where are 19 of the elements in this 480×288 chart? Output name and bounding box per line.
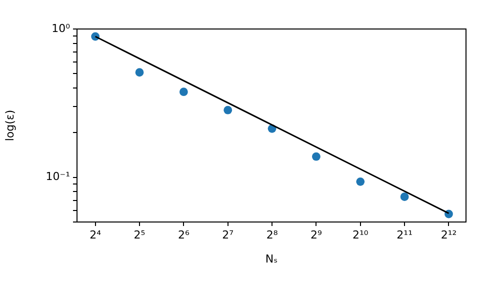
y-tick-label: 10⁰ [52, 22, 71, 35]
point [312, 152, 320, 161]
point [400, 192, 409, 201]
point [224, 106, 232, 114]
x-tick-label: 2¹¹ [396, 228, 412, 242]
x-tick-label: 2⁷ [222, 228, 234, 242]
x-axis-title: Nₛ [265, 252, 278, 266]
x-tick-label: 2⁶ [178, 228, 190, 242]
x-tick-label: 2¹² [440, 228, 457, 242]
x-tick-label: 2¹⁰ [352, 228, 369, 242]
x-tick-label: 2⁸ [266, 228, 278, 242]
x-tick-label: 2⁵ [134, 228, 146, 242]
y-axis-title: log(ε) [3, 110, 16, 142]
point [135, 68, 144, 77]
point [356, 177, 365, 186]
x-tick-label: 2⁹ [310, 228, 322, 242]
point [179, 88, 188, 96]
x-tick-label: 2⁴ [90, 228, 102, 242]
y-tick-label: 10⁻¹ [46, 170, 70, 184]
